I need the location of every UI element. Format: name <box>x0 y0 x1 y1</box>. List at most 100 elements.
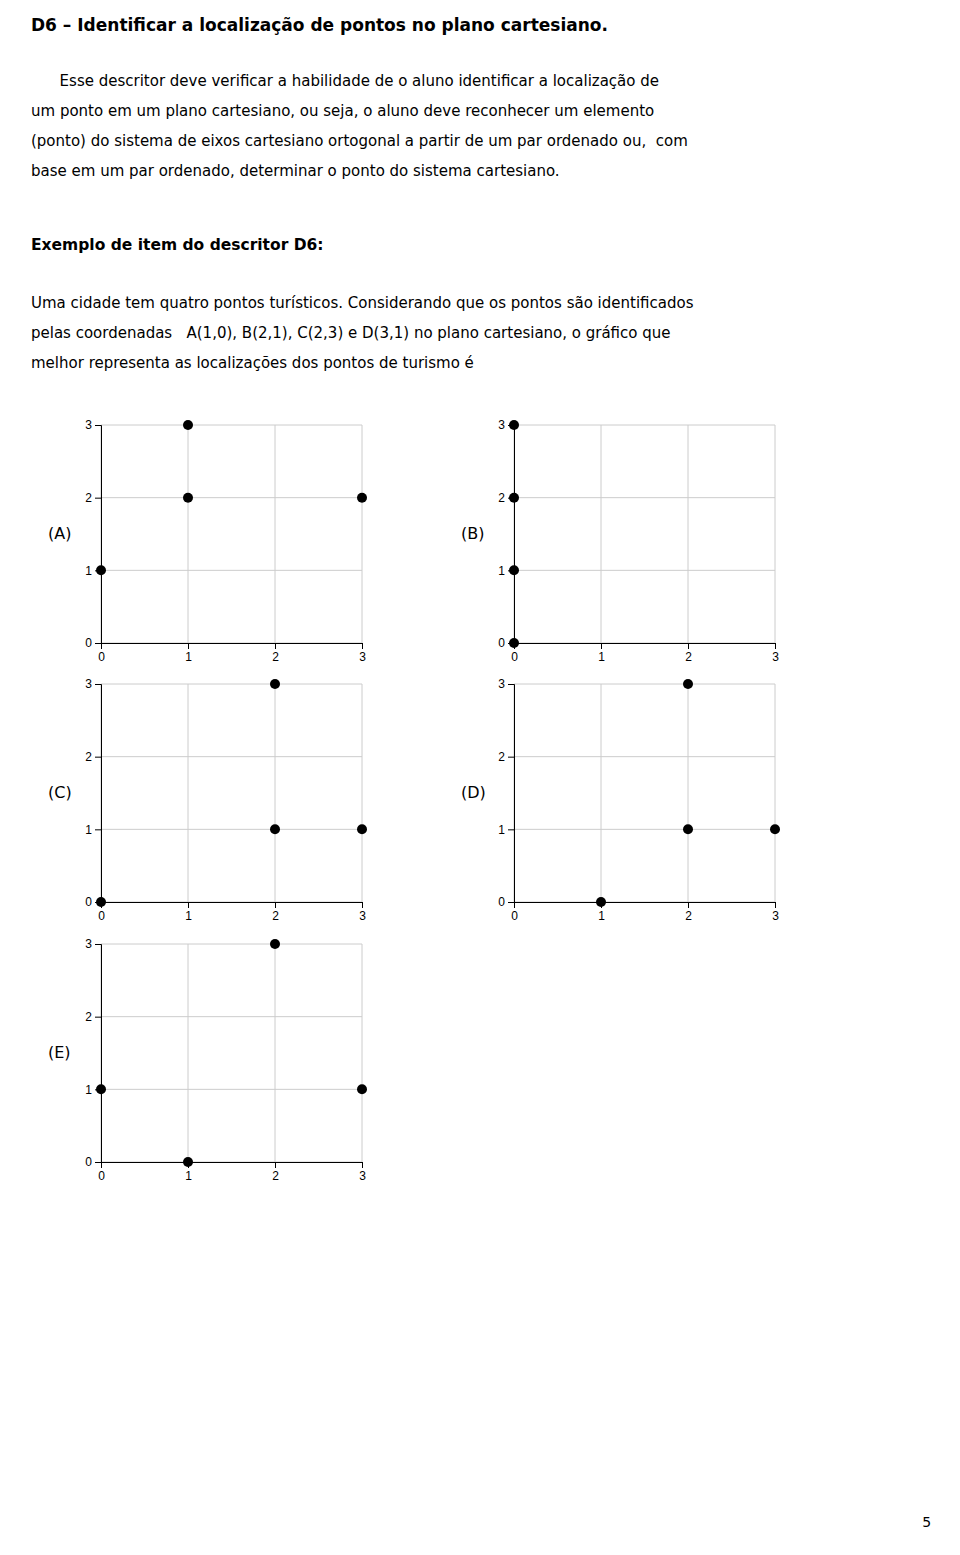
point <box>183 493 193 503</box>
point <box>357 824 367 834</box>
tick-mark <box>362 643 363 649</box>
y-axis: 0123 <box>498 677 514 909</box>
tick-label: 1 <box>185 1169 192 1183</box>
tick-label: 2 <box>498 491 505 505</box>
y-axis: 0123 <box>498 418 514 650</box>
grid-line <box>101 756 362 757</box>
tick-label: 0 <box>98 909 105 923</box>
tick-mark <box>95 944 101 945</box>
point <box>596 897 606 907</box>
tick-mark <box>508 829 514 830</box>
grid-line <box>188 944 189 1162</box>
tick-mark <box>601 643 602 649</box>
points <box>96 679 367 907</box>
tick-label: 2 <box>85 491 92 505</box>
tick: 3 <box>498 677 514 691</box>
question-line: Uma cidade tem quatro pontos turísticos.… <box>31 294 694 312</box>
grid <box>101 684 362 902</box>
grid-line <box>101 684 362 685</box>
tick: 2 <box>498 750 514 764</box>
x-axis: 0 1 2 3 <box>511 643 779 664</box>
tick-mark <box>188 902 189 908</box>
tick-mark <box>188 643 189 649</box>
tick-label: 3 <box>498 418 505 432</box>
axis-line <box>102 1163 363 1169</box>
tick-label: 3 <box>359 909 366 923</box>
tick-label: 3 <box>772 650 779 664</box>
point <box>357 1084 367 1094</box>
grid-line <box>362 425 363 643</box>
tick-label: 3 <box>85 937 92 951</box>
point <box>270 679 280 689</box>
point <box>270 824 280 834</box>
tick-mark <box>95 643 101 644</box>
tick-label: 1 <box>598 650 605 664</box>
grid-line <box>514 570 775 571</box>
tick: 1 <box>185 643 192 664</box>
tick-mark <box>275 643 276 649</box>
grid-line <box>101 570 362 571</box>
tick-label: 0 <box>498 895 505 909</box>
question-line: melhor representa as localizações dos po… <box>31 354 474 372</box>
grid-line <box>514 829 775 830</box>
x-axis: 0 1 2 3 <box>98 1162 366 1183</box>
y-axis: 0 1 2 3 <box>85 677 101 909</box>
grid-line <box>688 684 689 902</box>
point <box>183 420 193 430</box>
tick-mark <box>95 1162 101 1163</box>
page: D6 – Identificar a localização de pontos… <box>0 0 960 1555</box>
tick-label: 1 <box>85 1083 92 1097</box>
tick-label: 3 <box>359 1169 366 1183</box>
body-line: base em um par ordenado, determinar o po… <box>31 162 560 180</box>
grid-line <box>601 684 602 902</box>
tick-label: 3 <box>498 677 505 691</box>
tick: 3 <box>85 677 101 691</box>
chart: 01230123 <box>85 418 367 663</box>
tick: 2 <box>85 491 101 505</box>
grid-line <box>275 425 276 643</box>
point <box>770 824 780 834</box>
tick-mark <box>95 498 101 499</box>
tick-label: 1 <box>85 823 92 837</box>
y-axis: 0123 <box>85 937 101 1169</box>
chart: 01230123 <box>498 418 779 663</box>
tick-mark <box>508 757 514 758</box>
tick: 3 <box>359 643 366 664</box>
grid-line <box>101 1016 362 1017</box>
tick-label: 3 <box>85 677 92 691</box>
tick-label: 1 <box>498 564 505 578</box>
tick-label: 1 <box>185 909 192 923</box>
point <box>270 939 280 949</box>
grid-line <box>775 684 776 902</box>
chart: 01230123 <box>498 677 780 922</box>
chart-title: (D) <box>461 783 486 802</box>
tick-label: 0 <box>98 1169 105 1183</box>
tick: 2 <box>272 902 279 923</box>
chart-title: (B) <box>461 524 484 543</box>
tick: 0 <box>98 1162 105 1183</box>
grid-line <box>514 756 775 757</box>
tick-mark <box>508 684 514 685</box>
page-title: D6 – Identificar a localização de pontos… <box>31 15 608 35</box>
example-title: Exemplo de item do descritor D6: <box>31 236 324 254</box>
chart: 01230123 <box>85 937 367 1182</box>
axis-line <box>95 426 102 644</box>
tick-label: 2 <box>272 909 279 923</box>
tick-label: 2 <box>85 1010 92 1024</box>
points <box>96 939 367 1167</box>
grid-line <box>101 425 362 426</box>
grid-line <box>362 684 363 902</box>
tick: 0 <box>511 902 518 923</box>
grid-line <box>514 497 775 498</box>
tick-label: 0 <box>85 895 92 909</box>
tick: 2 <box>685 643 692 664</box>
grid-line <box>101 497 362 498</box>
tick-label: 0 <box>511 650 518 664</box>
axis-line <box>515 644 776 650</box>
axis-line <box>102 903 363 909</box>
tick: 3 <box>359 1162 366 1183</box>
tick: 2 <box>272 1162 279 1183</box>
tick-label: 2 <box>85 750 92 764</box>
grid-line <box>514 684 775 685</box>
y-axis: 0123 <box>85 418 101 650</box>
